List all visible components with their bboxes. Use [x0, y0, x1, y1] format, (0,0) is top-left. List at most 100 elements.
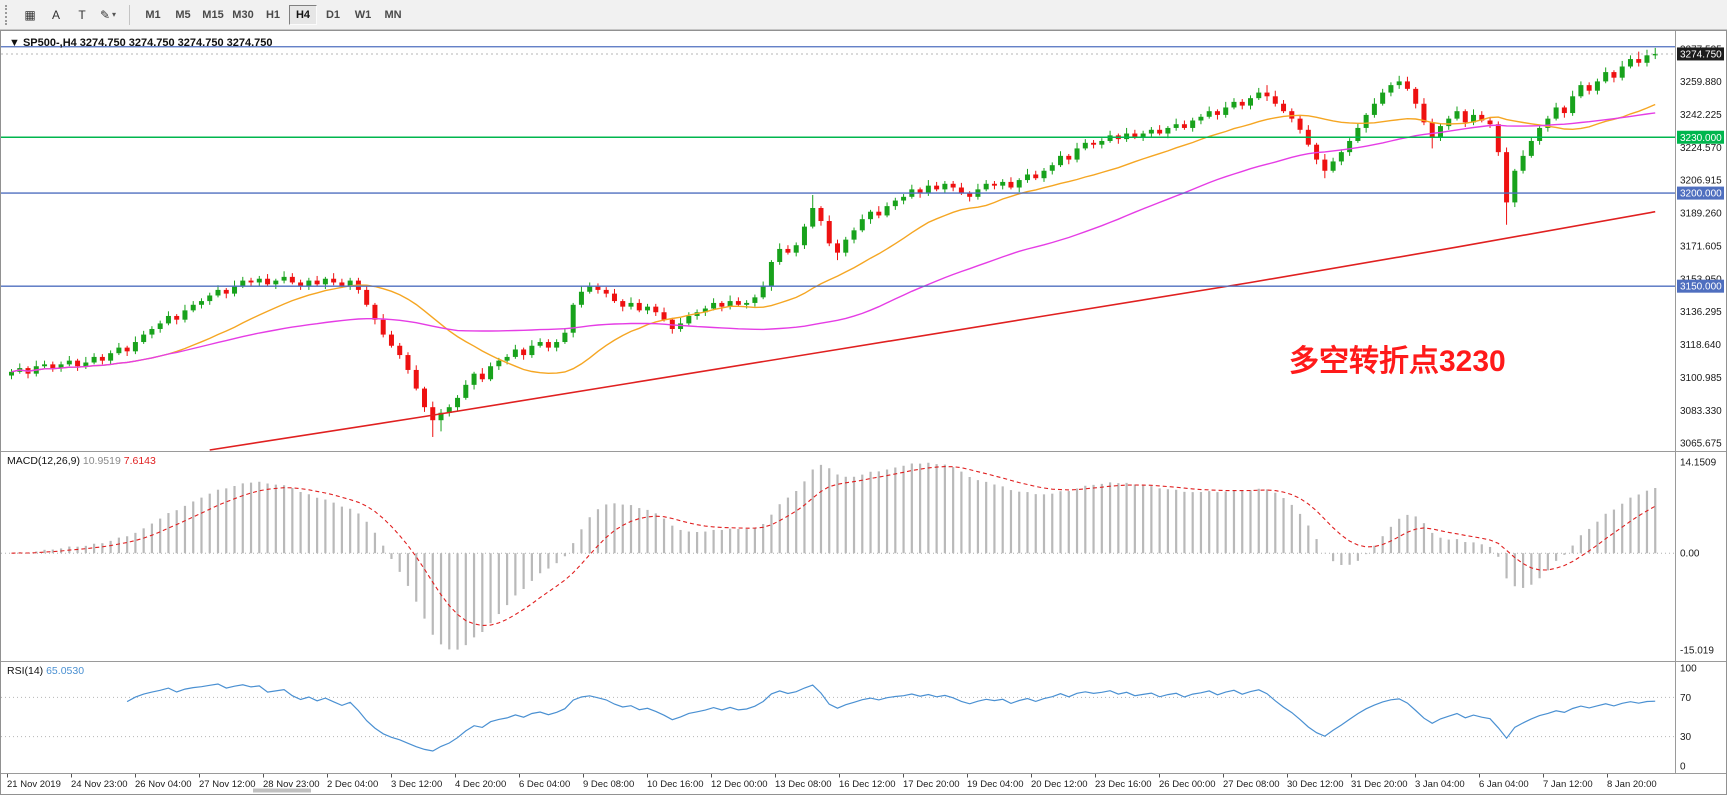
candle-body-up [1371, 103, 1377, 115]
price-tick-label: 3242.225 [1680, 110, 1722, 121]
charts-grid-button[interactable]: ▦ [18, 4, 42, 26]
candle-body-up [1520, 155, 1526, 171]
toolbar-separator [129, 4, 130, 25]
tf-m5-button[interactable]: M5 [169, 5, 197, 25]
candle-body-down [595, 286, 601, 290]
tf-h1-button[interactable]: H1 [259, 5, 287, 25]
candle-body-up [488, 366, 494, 380]
candle-body-down [1066, 155, 1072, 160]
candle-body-up [1627, 59, 1633, 67]
candle-body-down [364, 289, 370, 305]
tf-h4-button[interactable]: H4 [289, 4, 317, 25]
tf-m30-button[interactable]: M30 [229, 5, 257, 25]
candle-body-up [9, 371, 14, 376]
candle-body-down [479, 373, 485, 380]
tf-m1-button[interactable]: M1 [139, 5, 167, 25]
candle-body-down [735, 301, 741, 305]
time-axis[interactable]: 21 Nov 2019 24 Nov 23:00 26 Nov 04:00 27 No… [7, 774, 1657, 790]
candle-body-up [578, 291, 584, 305]
candle-body-down [1462, 111, 1468, 123]
tf-w1-button[interactable]: W1 [349, 5, 377, 25]
candle-body-down [1132, 133, 1138, 138]
candle-body-up [504, 356, 510, 361]
candle-body-down [1008, 181, 1014, 188]
candle-body-down [1413, 88, 1419, 104]
price-tick-label: 3206.915 [1680, 176, 1722, 187]
price-axis[interactable]: 3277.5353259.8803242.2253224.5703206.915… [1677, 44, 1724, 773]
text-tool-button[interactable]: A [44, 4, 68, 26]
draw-tool-button[interactable]: ✎ ▾ [96, 4, 120, 26]
pencil-icon: ✎ [99, 7, 111, 22]
candle-body-up [554, 342, 560, 348]
candle-body-up [215, 289, 221, 296]
label-tool-icon: T [78, 7, 86, 22]
tf-m15-button[interactable]: M15 [199, 5, 227, 25]
price-badge [1677, 279, 1724, 293]
candle-body-down [1429, 122, 1435, 138]
chart-annotation-text: 多空转折点3230 [1289, 345, 1506, 378]
price-tick-label: 3083.330 [1680, 406, 1722, 417]
candle-body-up [562, 332, 568, 343]
macd-signal-line [11, 466, 1656, 627]
time-tick-label: 17 Dec 20:00 [903, 779, 960, 790]
candle-body-up [1330, 161, 1336, 171]
candle-body-up [1198, 116, 1204, 121]
candle-body-up [884, 206, 890, 216]
tf-d1-button[interactable]: D1 [319, 5, 347, 25]
time-tick-label: 10 Dec 16:00 [647, 779, 704, 790]
candle-body-up [1578, 85, 1584, 97]
price-tick-label: 3189.260 [1680, 209, 1722, 220]
candle-body-up [240, 280, 246, 287]
candle-body-up [645, 306, 651, 311]
candle-body-up [1545, 118, 1551, 128]
price-tick-label: 3136.295 [1680, 307, 1722, 318]
candle-body-up [1256, 92, 1262, 99]
candle-body-down [388, 334, 394, 346]
candle-body-up [570, 304, 576, 333]
price-chart-canvas[interactable]: 多空转折点3230 ▼ SP500-,H4 3274.750 3274.750 3… [1, 31, 1726, 794]
candle-body-up [851, 230, 857, 240]
time-tick-label: 6 Dec 04:00 [519, 779, 570, 790]
rsi-tick-label: 30 [1680, 732, 1692, 743]
label-tool-button[interactable]: T [70, 4, 94, 26]
candle-body-up [628, 302, 634, 307]
candle-body-up [165, 315, 171, 324]
candle-body-up [190, 304, 196, 311]
candle-body-down [380, 319, 386, 335]
rsi-tick-label: 0 [1680, 762, 1686, 773]
toolbar-drag-handle[interactable] [5, 4, 12, 25]
time-tick-label: 2 Dec 04:00 [327, 779, 378, 790]
candle-body-down [1561, 107, 1567, 114]
candle-body-down [248, 280, 254, 283]
candle-body-up [1206, 111, 1212, 117]
candle-body-up [1074, 148, 1080, 160]
candle-body-down [397, 345, 403, 356]
h-scrollbar-thumb[interactable] [253, 788, 311, 793]
candle-body-down [1239, 101, 1245, 106]
symbol-ohlc-label: ▼ SP500-,H4 3274.750 3274.750 3274.750 3… [9, 37, 273, 49]
rsi-tick-label: 70 [1680, 693, 1692, 704]
candle-body-up [1041, 170, 1047, 179]
candle-body-up [1652, 53, 1658, 56]
candle-body-up [686, 315, 692, 324]
time-tick-label: 20 Dec 12:00 [1031, 779, 1088, 790]
candle-body-down [1611, 72, 1617, 78]
candle-body-up [1603, 72, 1609, 82]
candle-body-up [1446, 118, 1452, 127]
ma-long-red-line [209, 210, 1656, 451]
candle-body-up [1512, 170, 1518, 203]
candle-body-up [793, 245, 799, 253]
candle-body-up [1058, 155, 1064, 166]
time-tick-label: 12 Dec 00:00 [711, 779, 768, 790]
candle-body-down [876, 211, 882, 216]
candle-body-up [1049, 165, 1055, 171]
candle-body-down [991, 183, 997, 186]
tf-mn-button[interactable]: MN [379, 5, 407, 25]
candle-body-up [132, 342, 138, 352]
candle-body-up [678, 323, 684, 329]
candle-body-up [141, 334, 147, 343]
candle-body-down [1264, 92, 1270, 97]
candle-body-up [901, 196, 907, 201]
macd-label: MACD(12,26,9) 10.9519 7.6143 [7, 455, 156, 467]
candle-body-down [1404, 81, 1410, 89]
